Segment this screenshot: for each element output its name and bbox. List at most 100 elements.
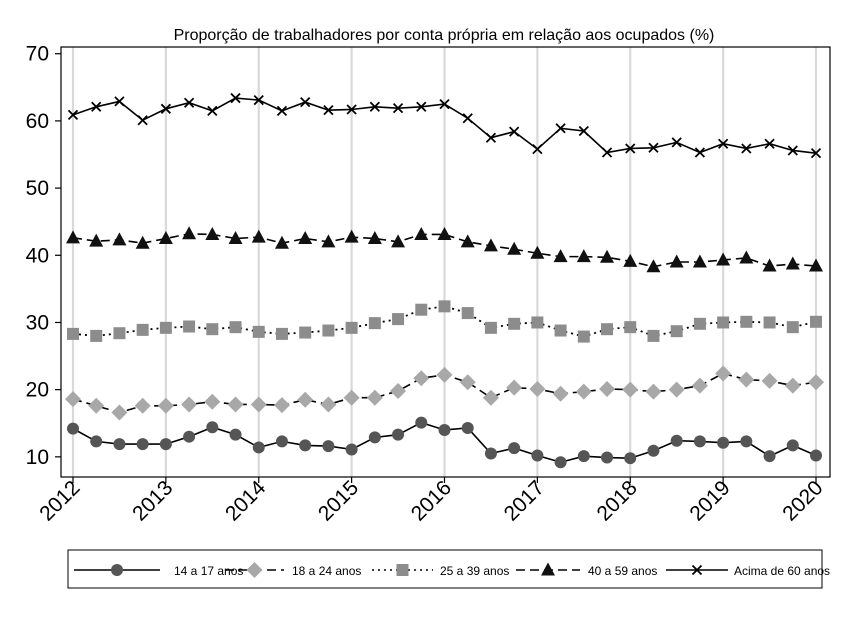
point-5-21 [532,143,543,155]
series-2 [65,365,824,421]
point-4-15 [391,234,406,248]
point-1-4 [136,438,149,451]
legend-label-5: Acima de 60 anos [734,564,830,578]
legend-item-4: 40 a 59 anos [516,562,657,578]
point-3-8 [229,321,242,334]
point-5-12 [323,105,334,116]
point-3-1 [67,327,79,340]
point-3-6 [183,320,196,333]
point-3-33 [810,315,822,328]
point-4-4 [135,235,150,249]
point-2-13 [343,389,360,406]
point-3-15 [392,313,405,326]
y-tick-label-40: 40 [26,244,49,267]
point-5-27 [671,137,682,148]
x-tick-label-2015: 2015 [314,476,363,525]
point-4-22 [553,249,568,263]
x-tick-label-2017: 2017 [500,476,549,525]
point-2-24 [599,380,616,397]
point-3-17 [438,300,451,313]
point-1-30 [740,435,753,448]
legend-label-4: 40 a 59 anos [588,564,657,578]
legend-marker-3 [396,564,409,576]
point-1-10 [275,435,288,448]
point-1-29 [717,436,730,449]
point-2-16 [413,370,430,387]
point-5-6 [183,97,195,108]
point-3-30 [740,315,753,328]
point-1-12 [322,440,335,453]
point-3-10 [275,327,288,340]
point-2-21 [529,380,546,397]
point-2-23 [575,383,592,400]
point-2-10 [273,397,290,414]
point-2-18 [459,374,476,391]
point-5-30 [741,143,752,154]
point-3-27 [670,325,683,338]
point-1-33 [810,449,822,462]
point-5-16 [416,101,427,112]
point-3-26 [647,329,660,342]
point-5-15 [392,103,404,114]
point-5-13 [346,104,357,115]
legend-marker-5 [691,564,703,576]
point-1-7 [206,421,219,434]
legend-marker-4 [541,562,555,576]
point-4-29 [716,252,731,266]
point-3-29 [717,316,730,329]
point-3-9 [252,325,265,338]
point-5-1 [67,109,79,120]
legend-marker-1 [111,564,123,576]
point-2-17 [436,366,453,383]
point-1-26 [647,444,660,457]
point-5-26 [648,142,659,153]
point-4-30 [739,250,754,264]
point-2-1 [65,391,81,408]
point-2-29 [715,365,732,382]
point-2-7 [204,393,221,410]
point-5-8 [230,92,241,104]
legend-label-1: 14 a 17 anos [174,564,243,578]
point-1-11 [299,439,312,452]
point-5-9 [253,94,264,106]
point-5-10 [276,105,288,116]
point-2-31 [761,372,778,389]
point-1-15 [392,428,405,441]
point-3-24 [601,323,614,336]
point-1-1 [67,422,79,435]
point-3-20 [508,317,521,330]
legend-item-5: Acima de 60 anos [666,564,830,578]
point-1-3 [113,438,126,451]
y-tick-label-50: 50 [26,177,49,200]
point-2-3 [111,404,128,421]
series-5 [67,92,822,159]
point-4-18 [460,234,475,248]
point-2-15 [390,383,407,399]
y-tick-label-70: 70 [26,43,49,66]
point-5-28 [694,147,706,158]
series-3 [67,300,822,343]
legend-label-3: 25 a 39 anos [440,564,509,578]
point-2-33 [808,374,824,391]
series-4 [66,226,823,273]
point-2-6 [181,396,198,413]
point-2-14 [366,389,383,406]
point-1-5 [159,438,172,451]
point-1-13 [345,443,358,456]
point-2-9 [250,396,267,413]
point-2-20 [506,379,523,396]
point-4-7 [205,226,220,240]
point-2-8 [227,396,244,413]
x-tick-label-2020: 2020 [778,476,827,525]
point-3-31 [763,316,776,329]
point-5-7 [207,105,218,116]
point-4-6 [182,226,197,240]
point-5-18 [462,113,473,124]
point-4-28 [692,254,707,268]
point-5-32 [787,145,798,156]
point-4-10 [274,235,289,249]
grid-lines [71,47,818,477]
point-3-25 [624,321,637,334]
point-4-12 [321,234,336,248]
point-3-22 [554,324,567,337]
